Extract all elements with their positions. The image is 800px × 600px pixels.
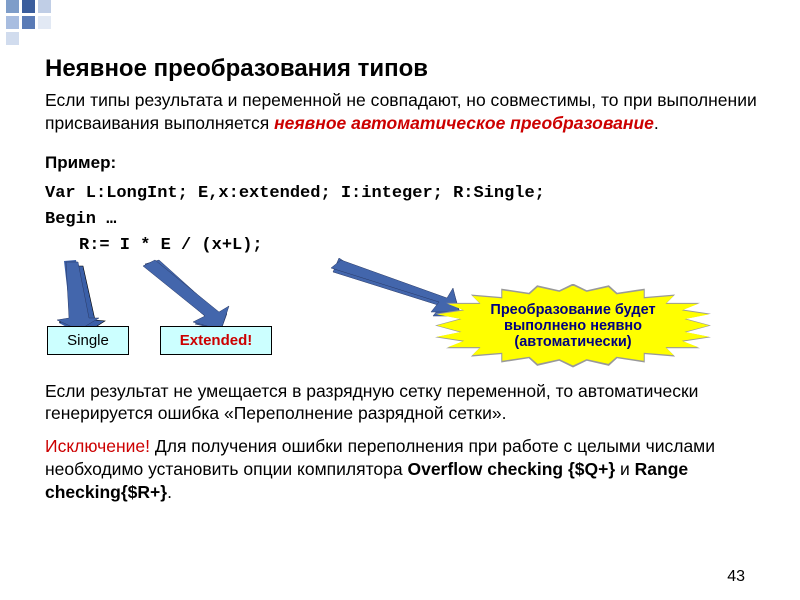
arrow-a2b (141, 258, 231, 332)
overflow-paragraph: Если результат не умещается в разрядную … (45, 380, 782, 426)
decor-square (38, 0, 51, 13)
example-label: Пример: (45, 153, 782, 173)
intro-paragraph: Если типы результата и переменной не сов… (45, 89, 782, 135)
decor-square (6, 16, 19, 29)
decor-square (6, 0, 19, 13)
intro-highlight: неявное автоматическое преобразование (274, 113, 654, 133)
code-line-1: Var L:LongInt; E,x:extended; I:integer; … (45, 181, 782, 207)
code-line-2: Begin … (45, 207, 782, 233)
opt-overflow: Overflow checking {$Q+} (407, 459, 615, 479)
slide-content: Неявное преобразования типов Если типы р… (45, 55, 782, 582)
corner-decoration (0, 0, 100, 55)
code-block: Var L:LongInt; E,x:extended; I:integer; … (45, 181, 782, 260)
arrow-a1 (55, 258, 109, 332)
callout-star: Преобразование будет выполнено неявно (а… (437, 286, 709, 366)
callout-diagram: Single Extended! Преобразование будет вы… (45, 264, 782, 384)
intro-tail: . (654, 113, 659, 133)
decor-square (38, 16, 51, 29)
code-line-3: R:= I * E / (x+L); (45, 233, 782, 259)
decor-square (22, 16, 35, 29)
page-number: 43 (727, 568, 745, 586)
callout-single: Single (47, 326, 129, 355)
exception-tail: . (167, 482, 172, 502)
decor-square (22, 0, 35, 13)
slide-title: Неявное преобразования типов (45, 55, 782, 83)
decor-square (6, 32, 19, 45)
callout-extended: Extended! (160, 326, 272, 355)
exception-mid: и (615, 459, 635, 479)
arrow-a3b (331, 258, 463, 320)
exception-label: Исключение! (45, 436, 155, 456)
exception-paragraph: Исключение! Для получения ошибки перепол… (45, 435, 782, 503)
